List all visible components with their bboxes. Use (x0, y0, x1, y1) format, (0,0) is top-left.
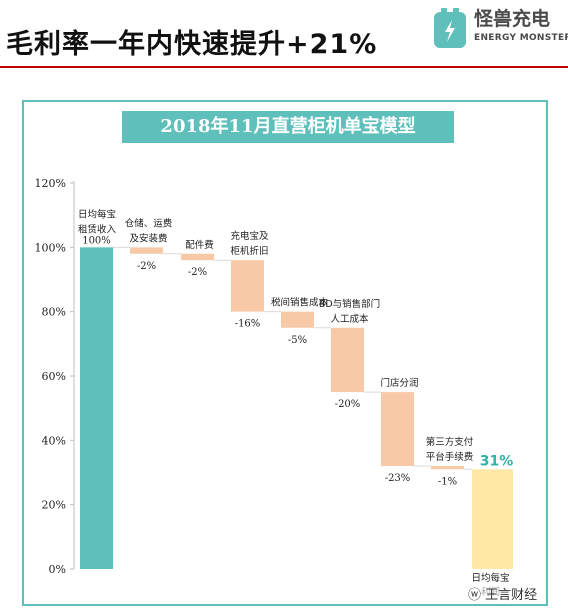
bolt-icon (445, 20, 455, 42)
category-label: 柜机折旧 (230, 245, 268, 257)
bar (181, 253, 214, 261)
y-tick-label: 100% (35, 241, 66, 254)
category-label: 税间销售成本 (271, 297, 329, 309)
y-tick-label: 20% (42, 499, 66, 512)
category-label: 日均每宝 (78, 208, 116, 220)
category-label: 平台手续费 (426, 451, 474, 463)
brand-subtitle: ENERGY MONSTER (474, 33, 568, 43)
value-label: -2% (137, 261, 156, 272)
value-label: -5% (288, 335, 307, 346)
category-label: 及安装费 (129, 232, 167, 244)
value-label: -23% (385, 473, 411, 484)
chart-frame (22, 100, 548, 606)
category-label: 配件费 (185, 239, 214, 251)
bar (130, 247, 163, 254)
bar (431, 466, 464, 470)
bar (381, 392, 414, 467)
category-label: 门店分润 (380, 377, 418, 389)
category-label: BD与销售部门 (319, 298, 380, 310)
bar (80, 247, 113, 570)
category-label: 人工成本 (330, 313, 369, 325)
energy-monster-logo (434, 8, 466, 48)
value-label: -2% (188, 267, 207, 278)
brand-name: 怪兽充电 (474, 8, 551, 30)
value-label: -16% (235, 319, 261, 330)
watermark: ⓦ 王言财经 (466, 584, 540, 603)
bar (331, 327, 364, 393)
y-tick-label: 40% (42, 434, 66, 447)
category-label: 租赁收入 (78, 223, 117, 235)
y-tick-label: 80% (42, 306, 66, 319)
category-label: 日均每宝 (471, 572, 509, 584)
bar (281, 311, 314, 328)
bar (472, 469, 513, 569)
title-rule (0, 66, 568, 68)
value-label: -20% (335, 399, 361, 410)
category-label: 第三方支付 (426, 436, 474, 448)
y-tick-label: 60% (42, 370, 66, 383)
chart-title-banner: 2018年11月直营柜机单宝模型 (122, 111, 454, 143)
y-tick-label: 0% (49, 563, 66, 576)
value-label: 100% (82, 235, 111, 246)
value-label: -1% (438, 476, 457, 487)
y-tick-label: 120% (35, 177, 66, 190)
page-title: 毛利率一年内快速提升+21% (6, 29, 378, 60)
category-label: 仓储、运费 (125, 217, 173, 229)
bar (231, 260, 264, 312)
category-label: 充电宝及 (230, 230, 269, 242)
value-label: 31% (480, 453, 514, 469)
